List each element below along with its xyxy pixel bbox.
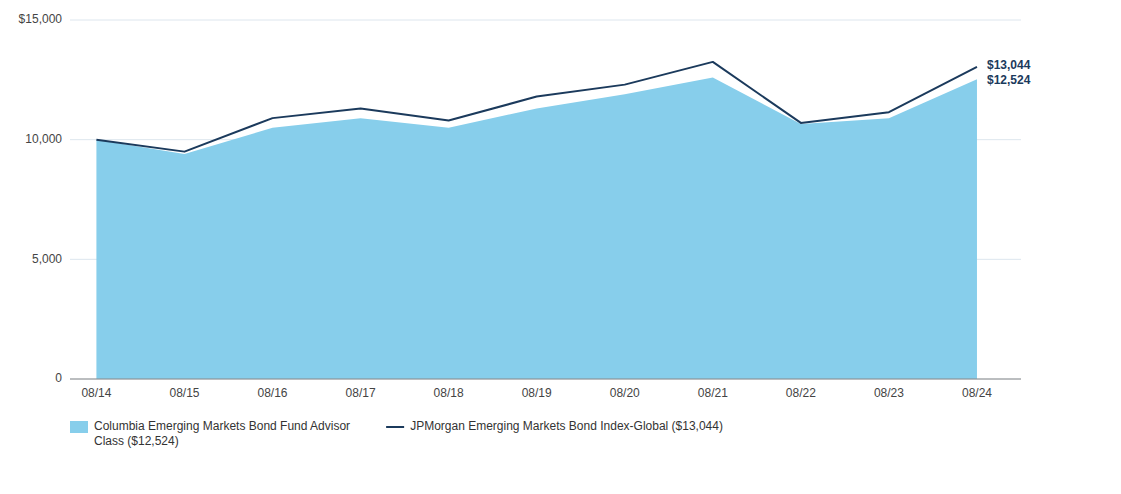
legend-line: JPMorgan Emerging Markets Bond Index-Glo… (410, 419, 723, 433)
x-tick-label: 08/20 (610, 386, 640, 400)
end-label: $12,524 (987, 73, 1031, 87)
x-tick-label: 08/19 (522, 386, 552, 400)
y-tick-label: 0 (55, 371, 62, 385)
legend: Columbia Emerging Markets Bond Fund Advi… (70, 419, 723, 448)
legend-label: Columbia Emerging Markets Bond Fund Advi… (94, 419, 350, 448)
x-tick-label: 08/16 (258, 386, 288, 400)
grid (70, 20, 1021, 379)
legend-swatch (70, 421, 88, 433)
line (96, 62, 977, 152)
y-tick-label: 5,000 (32, 252, 62, 266)
x-tick-label: 08/17 (346, 386, 376, 400)
legend-swatch (386, 426, 404, 428)
grid-line (70, 20, 1021, 21)
legend-line: Columbia Emerging Markets Bond Fund Advi… (94, 419, 350, 433)
end-label: $13,044 (987, 58, 1031, 72)
y-tick-label: 10,000 (25, 132, 62, 146)
legend-label: JPMorgan Emerging Markets Bond Index-Glo… (410, 419, 723, 433)
x-axis (70, 379, 1021, 380)
x-tick-label: 08/24 (962, 386, 992, 400)
x-tick-label: 08/15 (169, 386, 199, 400)
x-tick-label: 08/18 (434, 386, 464, 400)
plot-area (96, 62, 977, 379)
x-tick-label: 08/22 (786, 386, 816, 400)
chart: 0 5,000 10,000 $15,000 08/14 08/15 08/16 08/17 0… (0, 0, 1121, 494)
x-tick-label: 08/23 (874, 386, 904, 400)
grid-line (70, 379, 1021, 380)
area (96, 77, 977, 379)
x-tick-label: 08/21 (698, 386, 728, 400)
x-tick-label: 08/14 (81, 386, 111, 400)
y-tick-label: $15,000 (19, 12, 63, 26)
legend-line: Class ($12,524) (94, 434, 179, 448)
